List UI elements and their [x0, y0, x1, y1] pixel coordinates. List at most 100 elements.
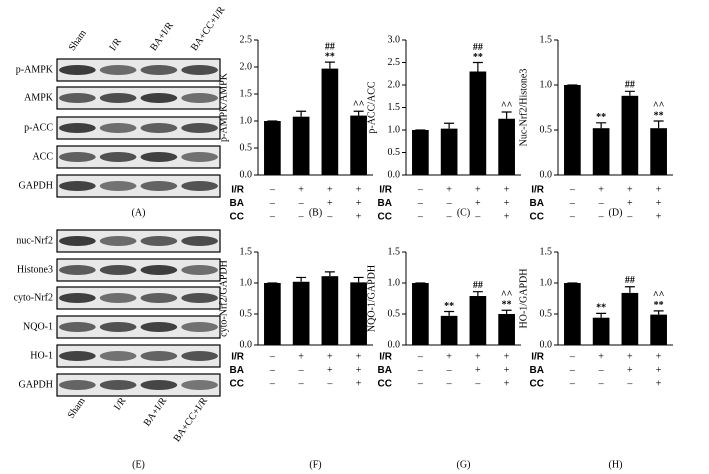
- condition-sign: +: [598, 184, 604, 195]
- y-axis-label: cyto-Nrf2/GAPDH: [218, 260, 229, 337]
- y-tick-label: 1.0: [388, 277, 401, 288]
- condition-sign: +: [656, 198, 662, 209]
- condition-sign: –: [626, 211, 633, 222]
- condition-sign: +: [504, 351, 510, 362]
- blot-band: [181, 181, 218, 191]
- bar: [564, 85, 581, 175]
- condition-sign: –: [417, 351, 424, 362]
- significance-mark: ##: [625, 80, 635, 91]
- condition-sign: –: [569, 184, 576, 195]
- blot-band: [140, 322, 178, 332]
- condition-name: I/R: [531, 185, 545, 196]
- error-bar: [353, 110, 364, 116]
- blot-band: [59, 93, 96, 103]
- condition-sign: –: [446, 198, 453, 209]
- blot-band: [59, 152, 96, 162]
- significance-mark: **: [325, 51, 335, 62]
- panel-label: (D): [609, 207, 623, 218]
- y-tick-label: 1.0: [540, 277, 553, 288]
- blot-band: [181, 351, 218, 361]
- condition-sign: +: [327, 198, 333, 209]
- condition-name: CC: [530, 212, 544, 223]
- panel-label: (A): [132, 207, 146, 218]
- bar: [412, 130, 429, 175]
- blot-strip: [56, 229, 221, 253]
- y-tick-label: 0.0: [388, 169, 401, 180]
- condition-sign: –: [269, 378, 276, 389]
- y-tick-label: 0.0: [540, 169, 553, 180]
- condition-sign: +: [656, 184, 662, 195]
- condition-sign: –: [269, 365, 276, 376]
- significance-mark: **: [502, 300, 512, 311]
- error-bar: [472, 61, 483, 72]
- significance-mark: **: [596, 303, 606, 314]
- blot-band: [99, 152, 137, 162]
- blot-band: [181, 65, 218, 75]
- y-tick-label: 0.0: [240, 169, 253, 180]
- blot-band: [140, 181, 178, 191]
- lane-label: BA+I/R: [148, 20, 176, 53]
- condition-sign: +: [504, 184, 510, 195]
- y-axis-label: p-AMPK/AMPK: [218, 72, 229, 142]
- condition-sign: +: [656, 378, 662, 389]
- panel-label: (F): [309, 459, 321, 470]
- condition-sign: –: [326, 378, 333, 389]
- blot-band: [140, 351, 178, 361]
- condition-name: BA: [230, 198, 244, 209]
- significance-mark: ^^: [653, 100, 665, 111]
- blot-band: [59, 181, 96, 191]
- significance-mark: ^^: [501, 100, 513, 111]
- condition-sign: +: [356, 211, 362, 222]
- blot-band: [59, 322, 96, 332]
- y-tick-label: 1.5: [388, 246, 401, 257]
- blot-band: [99, 322, 137, 332]
- lane-label: I/R: [107, 36, 124, 53]
- blot-row-label: Histone3: [17, 264, 53, 275]
- blot-strip: [56, 86, 221, 110]
- y-tick-label: 1.0: [540, 79, 553, 90]
- y-tick-label: 1.5: [240, 88, 253, 99]
- condition-name: I/R: [379, 352, 393, 363]
- y-tick-label: 0.5: [240, 308, 253, 319]
- condition-sign: +: [356, 184, 362, 195]
- lane-label: Sham: [66, 396, 88, 421]
- condition-sign: –: [474, 378, 481, 389]
- condition-sign: –: [417, 184, 424, 195]
- significance-mark: **: [654, 300, 664, 311]
- blot-band: [140, 265, 178, 275]
- y-tick-label: 0.5: [240, 142, 253, 153]
- blot-band: [59, 236, 96, 246]
- condition-sign: –: [298, 198, 305, 209]
- error-bar: [624, 90, 635, 96]
- blot-band: [181, 236, 218, 246]
- bar: [498, 314, 515, 345]
- y-tick-label: 0.5: [388, 308, 401, 319]
- blot-band: [59, 123, 96, 133]
- bar: [264, 121, 281, 175]
- y-tick-label: 0.0: [240, 339, 253, 350]
- blot-band: [181, 265, 218, 275]
- significance-mark: **: [654, 110, 664, 121]
- blot-strip: [56, 344, 221, 368]
- blot-band: [99, 265, 137, 275]
- condition-sign: –: [569, 378, 576, 389]
- bar: [592, 317, 610, 345]
- bar: [650, 314, 667, 345]
- condition-sign: +: [656, 211, 662, 222]
- condition-name: CC: [230, 212, 244, 223]
- condition-sign: –: [626, 378, 633, 389]
- error-bar: [324, 61, 335, 69]
- blot-band: [181, 380, 218, 390]
- condition-sign: –: [326, 211, 333, 222]
- condition-sign: +: [356, 351, 362, 362]
- y-tick-label: 0.5: [540, 124, 553, 135]
- bar: [412, 283, 429, 345]
- error-bar: [472, 291, 483, 297]
- blot-band: [59, 265, 96, 275]
- significance-mark: ##: [625, 275, 635, 286]
- condition-sign: +: [627, 351, 633, 362]
- y-axis-label: HO-1/GAPDH: [518, 269, 529, 329]
- y-tick-label: 2.0: [388, 79, 401, 90]
- condition-sign: +: [504, 378, 510, 389]
